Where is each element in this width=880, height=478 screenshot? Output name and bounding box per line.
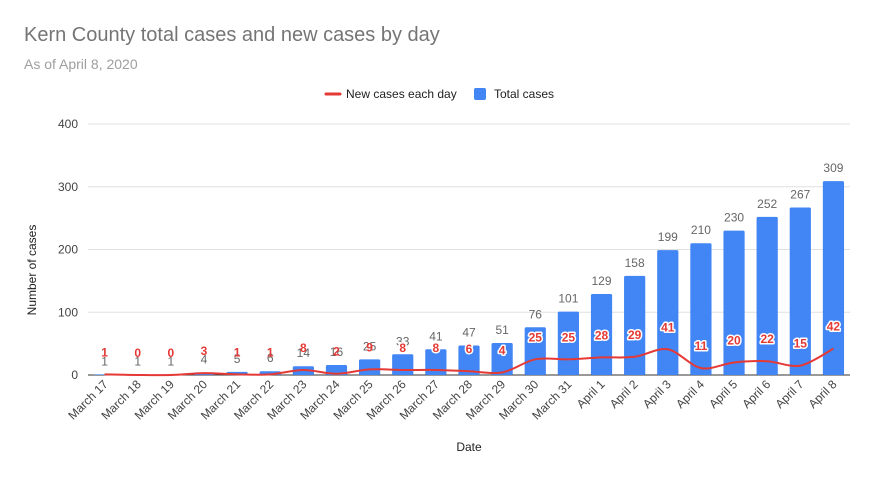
y-tick-label: 400 bbox=[58, 117, 78, 131]
line-value-label: 6 bbox=[466, 342, 473, 356]
line-value-label: 28 bbox=[595, 328, 609, 342]
bar bbox=[723, 230, 745, 375]
x-tick-label: April 2 bbox=[607, 377, 641, 411]
y-tick-label: 0 bbox=[71, 368, 78, 382]
bar bbox=[590, 294, 613, 375]
chart-title: Kern County total cases and new cases by… bbox=[24, 24, 440, 46]
bar bbox=[524, 327, 546, 375]
y-axis-ticks: 0 100 200 300 400 bbox=[58, 117, 78, 382]
bar-value-label: 267 bbox=[790, 187, 810, 201]
line-value-label: 1 bbox=[267, 345, 274, 359]
x-tick-label: April 4 bbox=[673, 377, 707, 411]
x-axis-title: Date bbox=[456, 440, 482, 454]
bar-value-label: 309 bbox=[823, 161, 843, 175]
bar bbox=[359, 359, 381, 375]
bar-value-label: 230 bbox=[724, 211, 744, 225]
line-value-label: 41 bbox=[661, 320, 675, 334]
x-tick-label: April 7 bbox=[772, 377, 806, 411]
y-axis-title: Number of cases bbox=[25, 225, 39, 316]
bars bbox=[93, 181, 845, 375]
line-value-label: 4 bbox=[499, 343, 506, 357]
line-value-label: 1 bbox=[234, 345, 241, 359]
bar-value-label: 6 bbox=[267, 351, 274, 365]
new-cases-line bbox=[104, 347, 834, 377]
bar bbox=[425, 349, 447, 375]
line-value-label: 0 bbox=[167, 346, 174, 360]
line-value-label: 29 bbox=[628, 328, 642, 342]
x-tick-label: April 1 bbox=[574, 377, 608, 411]
bar-value-label: 25 bbox=[363, 339, 377, 353]
line-value-label: 8 bbox=[433, 341, 440, 355]
bar bbox=[657, 250, 679, 375]
line-value-label: 9 bbox=[366, 340, 373, 354]
line-value-label: 25 bbox=[529, 330, 543, 344]
y-tick-label: 300 bbox=[58, 180, 78, 194]
y-tick-label: 200 bbox=[58, 243, 78, 257]
chart-subtitle: As of April 8, 2020 bbox=[24, 56, 138, 72]
bar-value-label: 1 bbox=[134, 354, 141, 368]
line-value-label: 0 bbox=[134, 346, 141, 360]
bar-value-label: 41 bbox=[429, 329, 443, 343]
line-value-label: 11 bbox=[695, 339, 708, 353]
legend: New cases each day Total cases bbox=[324, 87, 554, 101]
bar bbox=[690, 243, 712, 375]
y-tick-label: 100 bbox=[58, 305, 78, 319]
bar-value-label: 51 bbox=[495, 323, 509, 337]
bar-value-label: 158 bbox=[625, 256, 645, 270]
line-series bbox=[104, 347, 834, 377]
bar-value-label: 47 bbox=[462, 326, 476, 340]
bar-value-label: 1 bbox=[167, 354, 174, 368]
bar bbox=[822, 181, 845, 375]
bar-value-label: 101 bbox=[558, 292, 578, 306]
bar bbox=[624, 275, 646, 375]
bar bbox=[458, 345, 480, 375]
bar bbox=[756, 216, 778, 375]
line-value-label: 2 bbox=[333, 345, 340, 359]
line-value-label: 1 bbox=[101, 345, 108, 359]
bar-value-label: 1 bbox=[101, 354, 108, 368]
bar bbox=[789, 207, 811, 375]
bar-value-label: 4 bbox=[201, 352, 208, 366]
bar-value-label: 199 bbox=[658, 230, 678, 244]
legend-label: New cases each day bbox=[346, 87, 457, 101]
line-value-label: 8 bbox=[300, 341, 307, 355]
line-value-label: 22 bbox=[760, 332, 774, 346]
line-value-label: 25 bbox=[562, 330, 576, 344]
bar-value-label: 210 bbox=[691, 223, 711, 237]
x-tick-label: April 8 bbox=[806, 377, 840, 411]
bar-value-label: 5 bbox=[234, 352, 241, 366]
x-tick-label: April 5 bbox=[706, 377, 740, 411]
x-tick-label: April 3 bbox=[640, 377, 674, 411]
legend-bar-swatch bbox=[474, 88, 486, 100]
bar-value-label: 33 bbox=[396, 334, 410, 348]
line-value-label: 8 bbox=[399, 341, 406, 355]
bar bbox=[392, 354, 414, 375]
bar bbox=[491, 342, 513, 375]
bar-value-label: 76 bbox=[529, 307, 543, 321]
bar-value-label: 14 bbox=[297, 346, 311, 360]
line-value-label: 3 bbox=[201, 344, 208, 358]
line-value-label: 15 bbox=[794, 337, 808, 351]
bar-value-label: 16 bbox=[330, 345, 344, 359]
x-tick-label: April 6 bbox=[739, 377, 773, 411]
bar-value-label: 129 bbox=[592, 274, 612, 288]
bar-value-label: 252 bbox=[757, 197, 777, 211]
line-value-label: 20 bbox=[727, 333, 741, 347]
legend-label: Total cases bbox=[494, 87, 554, 101]
line-value-label: 42 bbox=[827, 320, 841, 334]
